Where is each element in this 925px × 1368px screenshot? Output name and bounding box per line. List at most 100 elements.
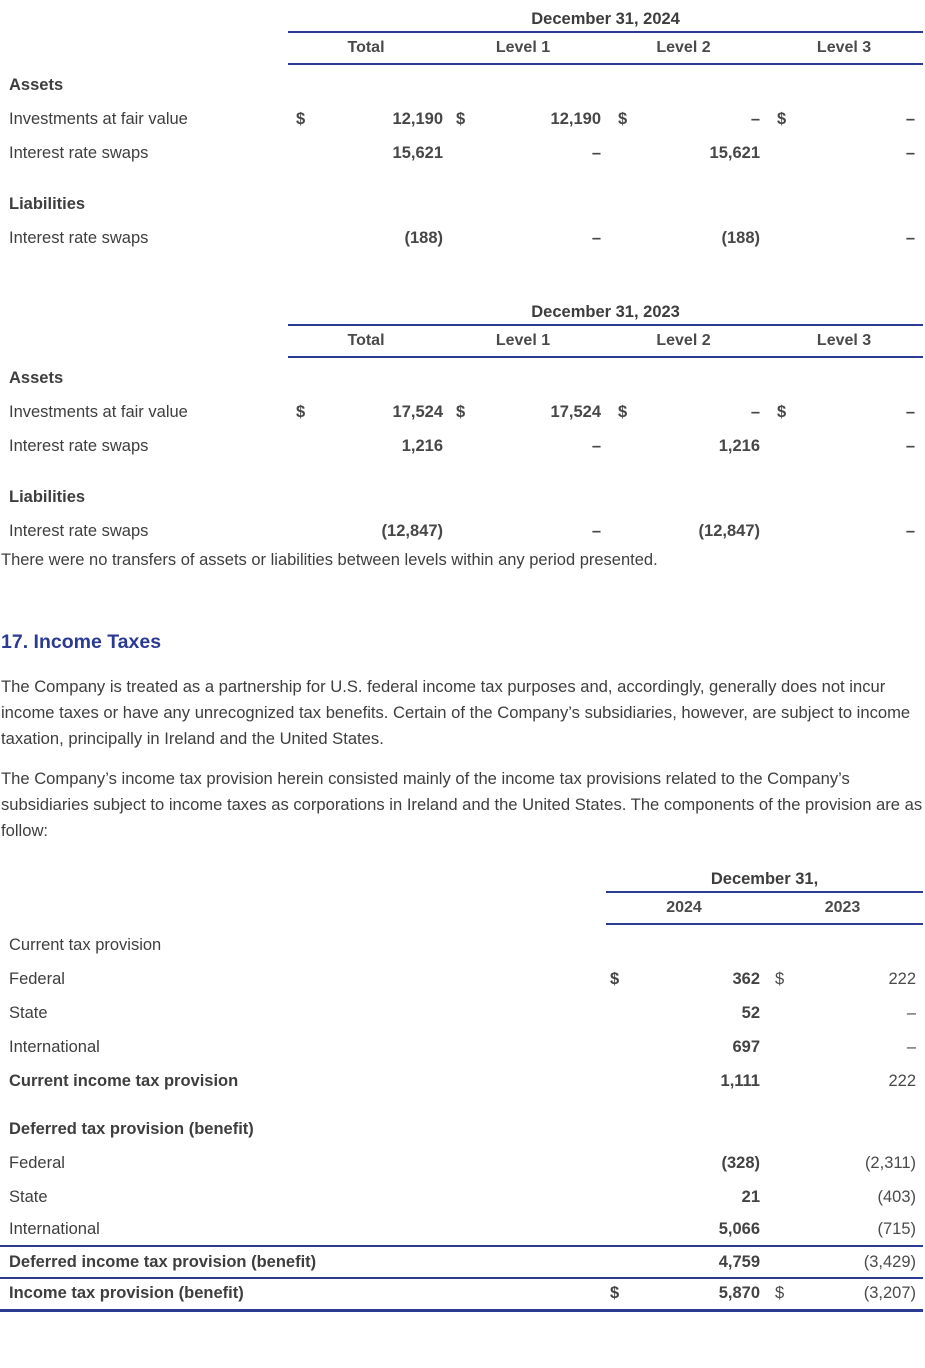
dollar-sign-cell	[444, 136, 474, 170]
value-cell: (188)	[404, 228, 443, 247]
dollar-sign-cell: $	[296, 402, 306, 421]
table-row: Current tax provision	[0, 928, 923, 962]
dollar-sign-cell: $	[606, 1278, 630, 1312]
income-taxes-paragraph-1: The Company is treated as a partnership …	[1, 677, 911, 748]
dollar-sign-cell	[606, 1146, 630, 1180]
year-header-2023: 2023	[762, 892, 924, 925]
value-cell: 1,216	[718, 436, 760, 455]
year-header-2024: 2024	[606, 892, 762, 925]
value-cell: –	[591, 521, 601, 540]
period-header-spacer-cell	[0, 867, 606, 892]
dollar-sign-cell	[762, 996, 793, 1030]
pad-cell	[918, 429, 923, 463]
section-header-row: Assets	[0, 361, 923, 395]
dollar-sign-cell	[762, 1180, 793, 1214]
section-header-assets: Assets	[9, 368, 64, 387]
value-cell: 17,524	[550, 402, 601, 421]
dollar-sign-cell: $	[762, 1278, 793, 1312]
income-tax-provision-table: December 31, 2024 2023 Current tax provisio…	[0, 867, 924, 1312]
dollar-sign-cell	[288, 221, 314, 255]
pad-cell	[918, 1180, 923, 1214]
value-cell: –	[591, 228, 601, 247]
value-cell: (328)	[721, 1153, 760, 1172]
dollar-sign-cell	[762, 1064, 793, 1098]
table-row: Income tax provision (benefit) $5,870 $ (3,…	[0, 1278, 924, 1312]
table-row: State 21 (403)	[0, 1180, 923, 1214]
value-cell: –	[906, 1003, 916, 1022]
table-row: Current income tax provision 1,111 222	[0, 1064, 923, 1098]
fair-value-tables: December 31, 2024 Total Level 1 Level 2 Leve…	[0, 7, 925, 548]
dollar-sign-cell	[602, 221, 630, 255]
row-label: Interest rate swaps	[9, 436, 149, 455]
spacer-cell	[0, 463, 923, 480]
dollar-sign-cell	[606, 1180, 630, 1214]
financial-statement-page: December 31, 2024 Total Level 1 Level 2 Leve…	[0, 7, 925, 1312]
pad-cell	[918, 395, 923, 429]
row-label-international: International	[9, 1037, 100, 1056]
no-transfers-note: There were no transfers of assets or lia…	[1, 551, 658, 569]
year-header-row: 2024 2023	[0, 892, 924, 925]
income-tax-provision-table-container: December 31, 2024 2023 Current tax provisio…	[0, 867, 925, 1312]
column-header-spacer-cell	[0, 325, 288, 357]
row-label: Interest rate swaps	[9, 521, 149, 540]
value-cell: –	[905, 436, 915, 455]
period-header-spacer-cell	[0, 300, 288, 325]
dollar-sign-cell	[444, 429, 474, 463]
value-cell: (12,847)	[698, 521, 760, 540]
row-label-deferred-income-tax-provision-benefit-: Deferred income tax provision (benefit)	[0, 1246, 606, 1279]
section-spacer-row	[0, 463, 923, 480]
column-header-level-2: Level 2	[602, 325, 765, 358]
table-row: Interest rate swaps 15,621 – 15,621 –	[0, 136, 923, 170]
period-header-row: December 31, 2023	[0, 300, 924, 326]
period-header-spacer-cell	[0, 7, 288, 32]
income-taxes-paragraph-2: The Company’s income tax provision herei…	[1, 769, 923, 840]
table-row: Investments at fair value $17,524 $17,524 $…	[0, 395, 923, 429]
value-cell: 222	[888, 969, 916, 988]
dollar-sign-cell: $	[296, 109, 306, 128]
pad-cell	[918, 962, 923, 996]
dollar-sign-cell	[762, 1246, 793, 1279]
dollar-sign-cell	[765, 514, 789, 548]
column-header-total: Total	[288, 32, 444, 65]
dollar-sign-cell	[602, 429, 630, 463]
dollar-sign-cell: $	[618, 109, 628, 128]
table-row: Deferred income tax provision (benefit) 4…	[0, 1246, 924, 1279]
section-spacer-row	[0, 170, 923, 187]
dollar-sign-cell: $	[777, 109, 787, 128]
row-label-state: State	[9, 1187, 48, 1206]
pad-cell	[918, 1146, 923, 1180]
value-cell: 1,111	[720, 1071, 760, 1090]
column-header-level-1: Level 1	[444, 32, 602, 65]
value-cell: 12,190	[392, 109, 443, 128]
dollar-sign-cell	[765, 429, 789, 463]
value-cell: –	[591, 436, 601, 455]
income-taxes-heading: 17. Income Taxes	[1, 631, 162, 653]
value-cell: (3,207)	[793, 1278, 918, 1312]
value-cell: –	[750, 402, 760, 421]
table-row: International 5,066 (715)	[0, 1214, 924, 1247]
pad-cell	[918, 136, 923, 170]
dollar-sign-cell	[606, 1246, 630, 1279]
column-header-total: Total	[288, 325, 444, 358]
dollar-sign-cell	[765, 136, 789, 170]
spacer-cell	[0, 1098, 923, 1112]
pad-cell	[918, 1214, 924, 1247]
value-cell: –	[905, 143, 915, 162]
dollar-sign-cell	[602, 514, 630, 548]
value-cell: –	[905, 228, 915, 247]
section-header-liabilities: Liabilities	[9, 194, 86, 213]
value-cell: 1,216	[401, 436, 443, 455]
value-cell: –	[906, 1037, 916, 1056]
table-row: Deferred tax provision (benefit)	[0, 1112, 923, 1146]
period-header-row: December 31,	[0, 867, 924, 893]
pad-cell	[918, 996, 923, 1030]
section-label-current-tax-provision: Current tax provision	[9, 935, 162, 954]
value-cell: (715)	[793, 1214, 918, 1247]
table-row: International 697 –	[0, 1030, 923, 1064]
row-label-federal: Federal	[9, 1153, 65, 1172]
fair-value-table-december-31-2024: December 31, 2024 Total Level 1 Level 2 Leve…	[0, 7, 924, 255]
dollar-sign-cell	[606, 1214, 630, 1247]
row-label-state: State	[9, 1003, 48, 1022]
table-row: Investments at fair value $12,190 $12,190 $…	[0, 102, 923, 136]
dollar-sign-cell	[288, 136, 314, 170]
